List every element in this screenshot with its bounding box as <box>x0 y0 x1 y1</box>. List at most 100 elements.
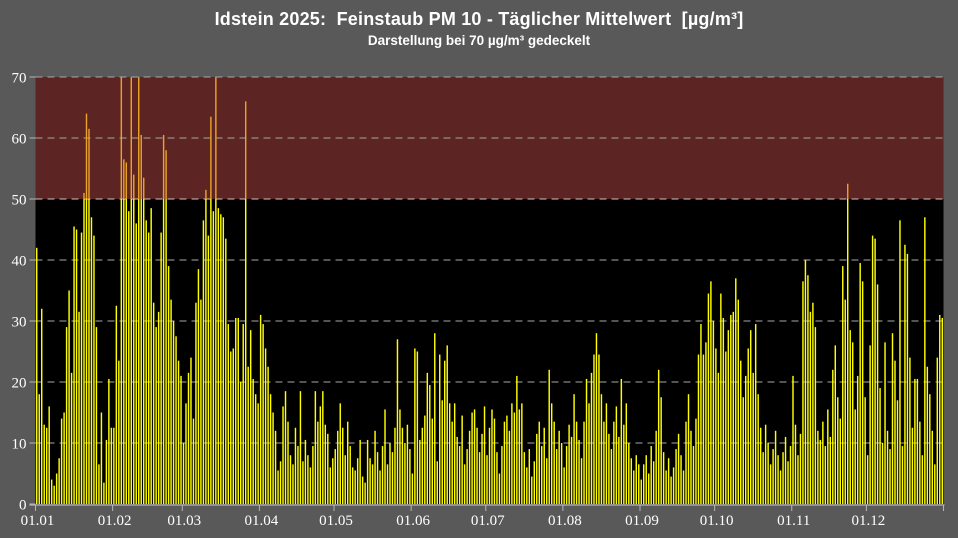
bar <box>394 427 396 504</box>
bar <box>672 467 675 504</box>
bar <box>307 455 309 504</box>
bar <box>192 418 195 504</box>
bar <box>934 464 936 504</box>
bar <box>207 235 210 504</box>
bar-exceedance-segment <box>205 189 207 199</box>
bar <box>692 446 695 504</box>
bar <box>416 351 419 504</box>
bar <box>652 461 655 504</box>
bar <box>473 409 476 504</box>
bar <box>628 443 630 504</box>
bar <box>142 199 145 504</box>
bar <box>553 421 555 504</box>
bar <box>705 342 707 504</box>
bar <box>804 260 807 504</box>
bar <box>638 464 640 504</box>
bar <box>543 427 545 504</box>
bar <box>267 366 269 504</box>
bar <box>55 473 58 504</box>
bar <box>528 449 531 504</box>
bar <box>526 467 528 504</box>
chart-subtitle: Darstellung bei 70 µg/m³ gedeckelt <box>367 33 591 48</box>
bar <box>242 324 244 504</box>
bar <box>152 302 155 504</box>
bar <box>386 464 389 504</box>
bar <box>244 199 247 504</box>
bar <box>463 464 466 504</box>
x-tick-label: 01.05 <box>319 513 353 529</box>
bar <box>458 446 461 504</box>
chart-header: Idstein 2025: Feinstaub PM 10 - Tägliche… <box>0 0 958 48</box>
bar <box>749 330 752 504</box>
bar <box>568 424 570 504</box>
bar <box>334 449 336 504</box>
bar <box>110 427 113 504</box>
bar <box>312 446 314 504</box>
bar <box>361 476 364 504</box>
bar <box>411 473 414 504</box>
bar <box>757 394 759 504</box>
chart-title: Idstein 2025: Feinstaub PM 10 - Tägliche… <box>214 9 744 29</box>
bar <box>754 324 757 504</box>
bar <box>899 220 901 504</box>
bar <box>491 409 493 504</box>
bar <box>170 299 172 504</box>
bar <box>876 284 879 504</box>
bar <box>608 433 610 504</box>
bar <box>60 418 63 504</box>
x-tick-label: 01.06 <box>396 513 430 529</box>
bar <box>814 327 817 504</box>
bar <box>329 467 332 504</box>
x-tick-label: 01.12 <box>852 513 886 529</box>
bar <box>227 324 230 504</box>
bar <box>237 317 239 504</box>
bar <box>650 446 652 504</box>
bar <box>784 436 787 504</box>
bar <box>635 455 637 504</box>
bar <box>921 455 924 504</box>
bar <box>613 421 615 504</box>
bar <box>379 470 381 504</box>
bar <box>202 220 205 504</box>
bar <box>799 433 802 504</box>
bar <box>58 458 60 504</box>
bar-exceedance-segment <box>130 77 132 199</box>
bar <box>837 397 839 504</box>
bar <box>720 293 722 504</box>
bar <box>508 430 511 504</box>
bar <box>498 473 501 504</box>
bar <box>409 449 411 504</box>
bar <box>707 293 710 504</box>
bar <box>404 443 406 504</box>
bar <box>446 345 448 504</box>
bar <box>501 446 503 504</box>
bar <box>536 433 538 504</box>
bar <box>212 211 215 504</box>
bar <box>324 424 327 504</box>
bar <box>160 232 162 505</box>
bar <box>769 464 772 504</box>
bar <box>822 421 824 504</box>
bar-exceedance-segment <box>83 192 85 199</box>
bar <box>548 369 550 504</box>
bar <box>916 378 919 504</box>
bar <box>503 421 506 504</box>
bar <box>36 247 38 505</box>
bar <box>294 427 297 504</box>
bar <box>349 446 351 504</box>
bar <box>809 311 812 504</box>
y-tick-label: 30 <box>12 315 27 331</box>
bar <box>215 199 217 504</box>
bar <box>575 421 578 504</box>
bar <box>431 418 434 504</box>
bar <box>844 299 846 504</box>
bar <box>866 455 869 504</box>
bar <box>366 439 369 504</box>
bar <box>486 455 488 504</box>
bar <box>100 412 103 504</box>
bar <box>740 360 742 504</box>
bar <box>812 302 814 504</box>
bar <box>48 406 50 504</box>
bar <box>217 208 220 504</box>
bar <box>849 330 851 504</box>
